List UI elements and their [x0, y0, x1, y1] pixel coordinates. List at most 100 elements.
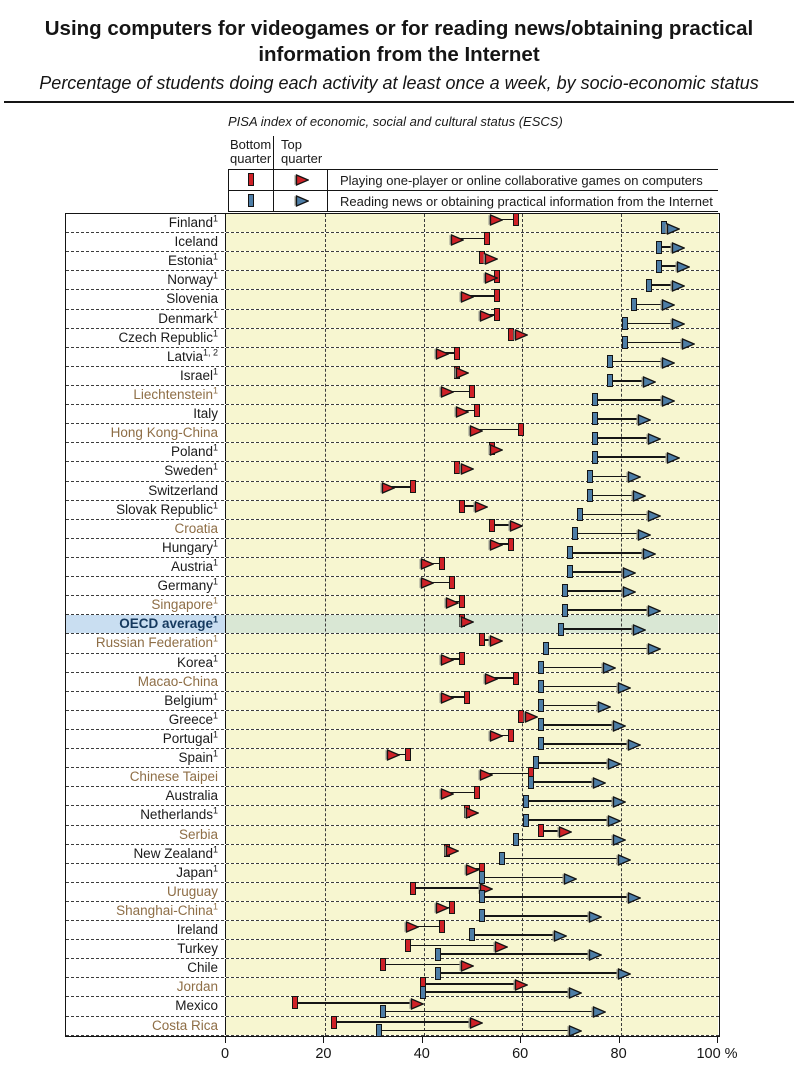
news-bottom-quarter-marker [375, 1023, 382, 1037]
country-plot-area [226, 652, 718, 675]
news-range-connector [624, 341, 689, 344]
country-row: Japan1 [66, 862, 719, 885]
country-row: Portugal1 [66, 728, 719, 751]
games-bottom-quarter-marker [439, 556, 446, 570]
games-top-quarter-triangle-icon [513, 329, 529, 342]
news-bottom-quarter-marker [542, 641, 549, 655]
country-plot-area [226, 881, 718, 904]
country-plot-area [226, 728, 718, 751]
games-bottom-quarter-marker [409, 480, 416, 494]
news-range-connector [481, 876, 571, 879]
games-bottom-quarter-marker [459, 595, 466, 609]
country-label: Turkey [66, 940, 226, 959]
games-range-connector [491, 677, 517, 679]
country-footnote: 1 [212, 615, 218, 625]
country-footnote: 1 [212, 443, 218, 453]
news-top-quarter-triangle-icon [611, 719, 627, 732]
news-top-quarter-marker [562, 872, 578, 890]
games-bottom-quarter-marker [493, 289, 500, 303]
country-label: Costa Rica [66, 1016, 226, 1035]
games-top-quarter-marker [483, 672, 500, 690]
country-row: Macao-China [66, 671, 719, 694]
news-top-quarter-marker [616, 681, 632, 699]
games-top-quarter-triangle-icon [459, 462, 475, 475]
games-top-quarter-marker [419, 557, 436, 575]
games-top-quarter-marker-cell [274, 170, 328, 190]
games-range-connector [412, 887, 487, 890]
x-tick-label-0: 0 [220, 1046, 230, 1062]
news-top-quarter-triangle-icon [631, 490, 647, 503]
country-row: Belgium1 [66, 690, 719, 713]
news-top-quarter-marker [587, 948, 603, 966]
news-top-quarter-triangle-icon [626, 738, 642, 751]
country-row: Iceland [66, 232, 719, 254]
country-row: Mexico [66, 996, 719, 1019]
games-top-quarter-triangle-icon [508, 520, 524, 533]
games-top-quarter-marker [523, 710, 539, 728]
games-range-connector [476, 428, 522, 431]
news-range-connector [595, 399, 669, 401]
country-label: Israel1 [66, 366, 226, 385]
news-bottom-quarter-marker [592, 393, 598, 407]
news-bottom-quarter-marker [567, 546, 574, 560]
news-range-connector [501, 857, 625, 860]
games-top-quarter-marker [409, 997, 426, 1015]
country-footnote: 1 [212, 328, 218, 339]
news-bottom-quarter-marker [572, 527, 579, 541]
games-range-connector [408, 944, 502, 947]
country-row: Finland1 [66, 212, 719, 235]
country-label: Spain1 [66, 749, 226, 768]
country-label: Iceland [66, 233, 226, 252]
country-plot-area [226, 996, 718, 1019]
games-range-connector [462, 505, 482, 507]
country-footnote: 1 [212, 577, 218, 587]
country-label: Denmark1 [66, 309, 226, 328]
country-plot-area [226, 671, 718, 694]
games-top-quarter-marker [488, 634, 504, 652]
country-label: Hong Kong-China [66, 424, 226, 443]
country-footnote: 1 [212, 729, 218, 740]
news-top-quarter-marker [646, 432, 662, 450]
news-top-quarter-triangle-icon [626, 891, 642, 904]
news-bottom-quarter-marker [606, 374, 613, 388]
country-plot-area [226, 308, 718, 331]
country-label: Chile [66, 959, 226, 978]
country-label: Sweden1 [66, 462, 226, 481]
news-range-connector [590, 494, 640, 497]
games-top-quarter-triangle-icon [419, 558, 436, 571]
country-row: Italy [66, 404, 719, 426]
news-top-quarter-marker [611, 795, 627, 813]
country-plot-area [226, 575, 718, 598]
x-tick-label-40: 40 [413, 1046, 430, 1062]
news-top-quarter-marker [636, 413, 652, 431]
news-range-connector [540, 666, 610, 669]
games-bottom-quarter-marker [478, 633, 485, 647]
news-top-quarter-triangle-icon [646, 433, 662, 446]
news-top-quarter-triangle-icon [641, 547, 657, 560]
country-label: Norway1 [66, 271, 226, 290]
country-label: Italy [66, 405, 226, 424]
news-top-quarter-marker [670, 241, 686, 259]
news-top-quarter-triangle-icon [621, 566, 637, 579]
games-range-connector [496, 543, 512, 546]
news-top-quarter-triangle-icon [616, 968, 632, 981]
news-range-connector [609, 379, 650, 382]
country-plot-area [226, 384, 718, 407]
country-footnote: 1 [212, 691, 218, 702]
news-legend-bottom-marker [248, 194, 254, 207]
country-plot-area [226, 939, 718, 962]
news-range-connector [658, 265, 684, 267]
games-bottom-quarter-marker [405, 939, 412, 953]
news-range-connector [580, 513, 655, 516]
games-top-quarter-marker [464, 806, 480, 824]
country-row: Sweden1 [66, 461, 719, 484]
country-footnote: 1 [212, 252, 218, 262]
games-top-quarter-marker [513, 328, 529, 346]
news-top-quarter-triangle-icon [665, 452, 682, 465]
news-top-quarter-triangle-icon [665, 222, 682, 235]
news-bottom-quarter-marker [469, 928, 475, 942]
news-range-connector [565, 590, 630, 592]
country-plot-area [226, 404, 718, 426]
page-subtitle: Percentage of students doing each activi… [39, 73, 759, 93]
news-bottom-quarter-marker [419, 985, 426, 999]
